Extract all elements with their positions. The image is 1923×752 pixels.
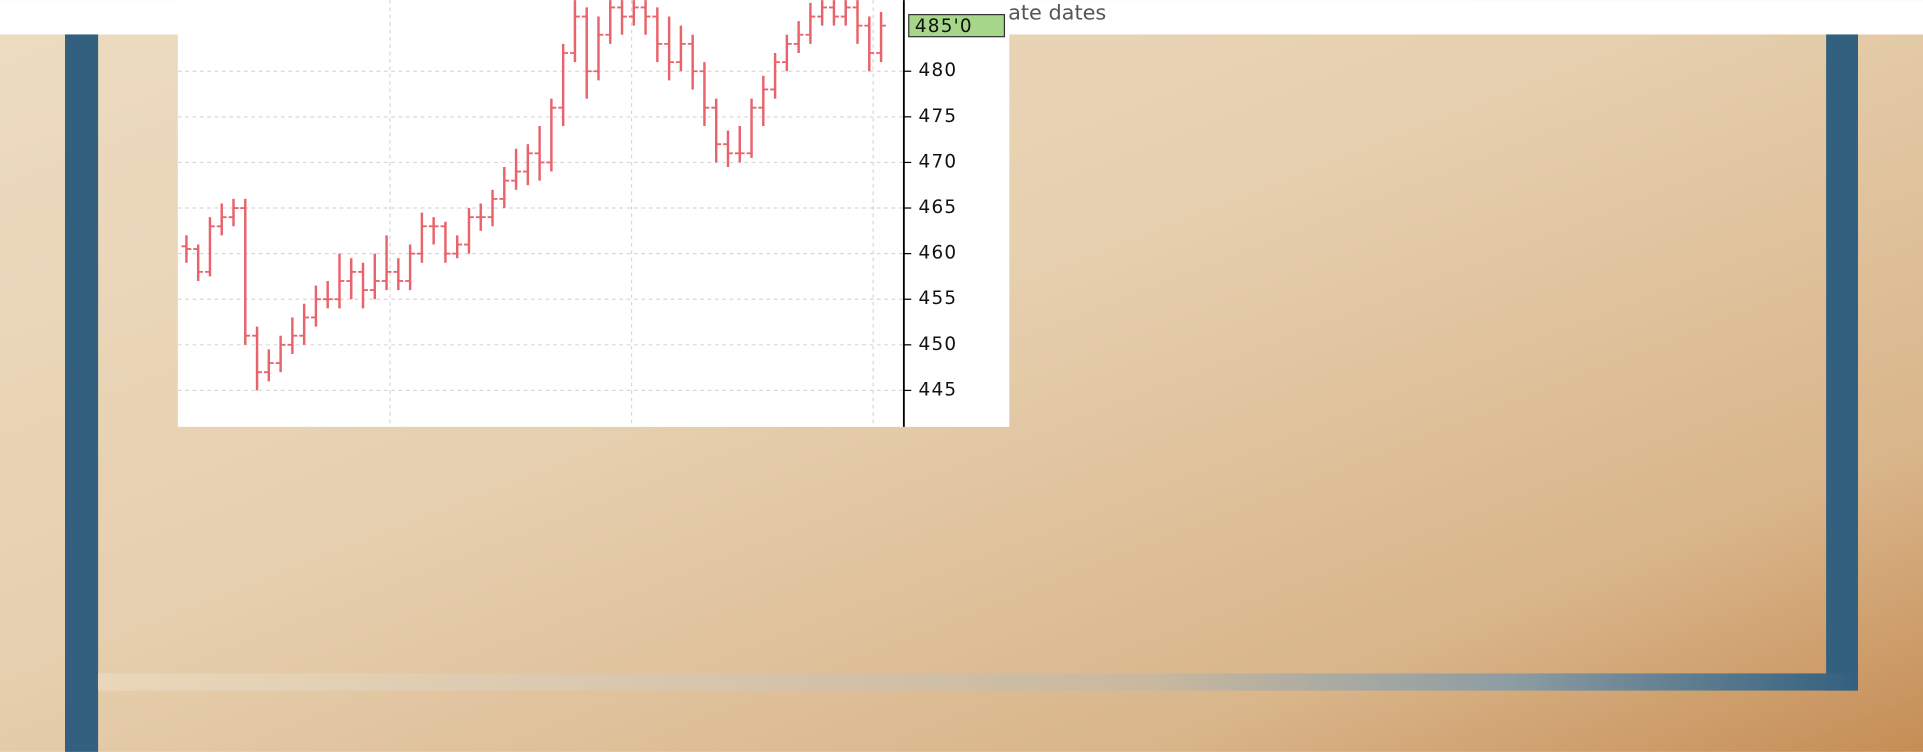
plot: [177, 0, 904, 392]
last-price-box: [908, 13, 1006, 38]
y-tick-label: 450: [919, 334, 958, 355]
y-tick-label: 460: [919, 243, 958, 264]
y-tick-label: 465: [919, 197, 958, 218]
y-tick-label: 470: [919, 151, 958, 172]
frame-right: [1826, 34, 1859, 691]
x-grid: [389, 0, 874, 427]
y-tick-label: 475: [919, 106, 958, 127]
y-tick-label: 480: [919, 60, 958, 81]
chart-panel: [177, 0, 1010, 427]
annotation: ate dates: [1008, 1, 1106, 25]
y-tick-label: 445: [919, 379, 958, 400]
frame-bottom: [98, 673, 1859, 691]
last-price-label: 485'0: [915, 16, 973, 37]
frame-left: [64, 34, 99, 752]
y-tick-label: 455: [919, 288, 958, 309]
